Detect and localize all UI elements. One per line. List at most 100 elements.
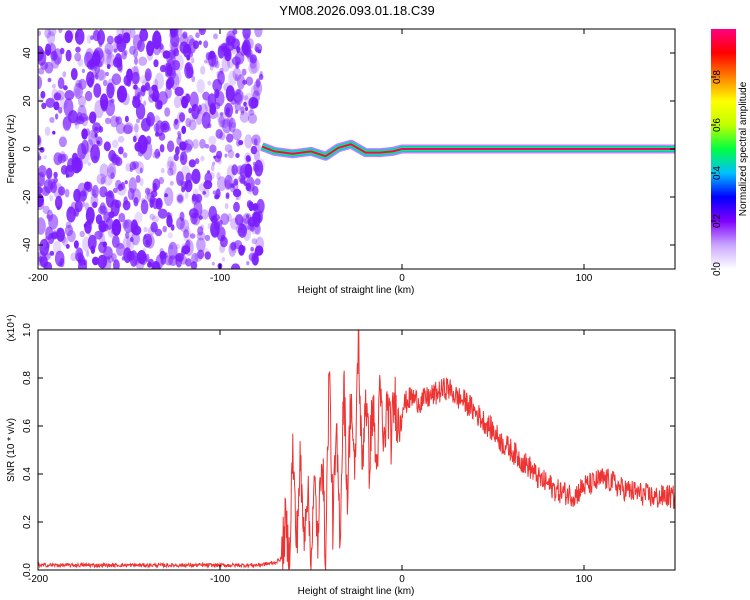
noise-blob <box>58 136 67 148</box>
noise-blob <box>151 95 158 102</box>
noise-blob <box>129 250 138 267</box>
noise-blob <box>216 172 221 181</box>
noise-blob <box>240 106 245 114</box>
noise-blob <box>190 212 198 225</box>
noise-blob <box>222 257 225 262</box>
noise-blob <box>169 180 174 186</box>
noise-blob <box>192 188 199 196</box>
noise-blob <box>74 87 81 98</box>
noise-blob <box>48 29 57 37</box>
noise-blob <box>131 71 140 85</box>
noise-blob <box>242 29 251 40</box>
noise-blob <box>132 95 138 101</box>
noise-blob <box>92 122 102 134</box>
noise-blob <box>64 30 74 43</box>
noise-blob <box>38 217 46 235</box>
noise-blob <box>62 71 67 78</box>
noise-blob <box>106 35 114 45</box>
noise-blob <box>44 126 51 136</box>
noise-blob <box>223 82 231 92</box>
noise-blob <box>203 188 210 198</box>
noise-blob <box>258 74 264 80</box>
noise-blob <box>224 102 234 118</box>
y-tick-label: 40 <box>22 47 33 59</box>
noise-blob <box>58 186 66 196</box>
noise-blob <box>239 111 250 123</box>
noise-blob <box>247 113 258 124</box>
noise-blob <box>92 184 99 198</box>
noise-blob <box>74 52 82 62</box>
noise-blob <box>152 215 159 223</box>
noise-blob <box>110 172 115 180</box>
noise-blob <box>185 117 192 128</box>
noise-blob <box>239 164 250 179</box>
noise-blob <box>226 133 234 143</box>
noise-blob <box>165 71 169 77</box>
noise-blob <box>230 122 236 129</box>
noise-blob <box>140 199 149 215</box>
noise-blob <box>81 68 85 74</box>
noise-blob <box>125 231 130 239</box>
noise-blob <box>68 205 73 214</box>
noise-blob <box>49 117 55 123</box>
noise-blob <box>55 113 59 120</box>
noise-blob <box>38 30 42 36</box>
y-tick-label: 1.0 <box>22 323 33 337</box>
noise-blob <box>199 29 205 33</box>
figure-title: YM08.2026.093.01.18.C39 <box>279 3 434 18</box>
noise-blob <box>235 109 239 114</box>
noise-blob <box>217 45 225 59</box>
noise-blob <box>233 201 240 213</box>
noise-blob <box>110 115 119 128</box>
noise-blob <box>90 188 96 196</box>
noise-blob <box>167 232 173 239</box>
noise-blob <box>73 188 81 202</box>
noise-blob <box>105 99 115 117</box>
colorbar: 0.0 0.2 0.4 0.6 0.8 Normalized spectral ampl… <box>711 29 749 276</box>
noise-blob <box>216 226 226 242</box>
noise-blob <box>145 45 150 50</box>
noise-blob <box>220 70 224 76</box>
noise-blob <box>184 140 189 147</box>
noise-blob <box>102 48 112 66</box>
noise-blob <box>186 66 194 79</box>
noise-blob <box>183 229 190 239</box>
colorbar-label: Normalized spectral amplitude <box>738 81 749 216</box>
x-tick-label: -200 <box>28 273 48 284</box>
spectrogram-x-label: Height of straight line (km) <box>298 285 415 296</box>
noise-blob <box>182 43 192 58</box>
noise-blob <box>38 134 41 146</box>
noise-blob <box>251 134 261 146</box>
noise-blob <box>234 214 244 226</box>
noise-blob <box>181 125 187 135</box>
noise-blob <box>204 143 210 149</box>
noise-blob <box>226 37 231 44</box>
noise-blob <box>226 164 236 180</box>
noise-blob <box>52 83 56 89</box>
noise-blob <box>94 73 99 80</box>
noise-blob <box>70 68 78 81</box>
noise-blob <box>111 235 120 248</box>
noise-blob <box>79 230 85 238</box>
noise-blob <box>235 225 242 233</box>
noise-blob <box>234 60 240 70</box>
noise-blob <box>248 109 255 116</box>
noise-blob <box>173 153 179 162</box>
colorbar-tick-label: 0.8 <box>712 70 723 84</box>
noise-blob <box>159 248 164 254</box>
noise-blob <box>213 33 218 40</box>
noise-blob <box>246 48 254 61</box>
noise-blob <box>164 193 168 198</box>
noise-blob <box>200 65 206 75</box>
noise-blob <box>65 244 70 249</box>
noise-blob <box>121 50 127 60</box>
noise-blob <box>188 119 197 131</box>
spectrogram-y-label: Frequency (Hz) <box>6 115 17 184</box>
noise-blob <box>189 113 197 123</box>
noise-blob <box>179 151 188 166</box>
noise-blob <box>122 219 130 229</box>
noise-blob <box>148 94 155 103</box>
noise-blob <box>104 191 108 197</box>
noise-blob <box>209 103 217 115</box>
noise-blob <box>237 227 246 237</box>
